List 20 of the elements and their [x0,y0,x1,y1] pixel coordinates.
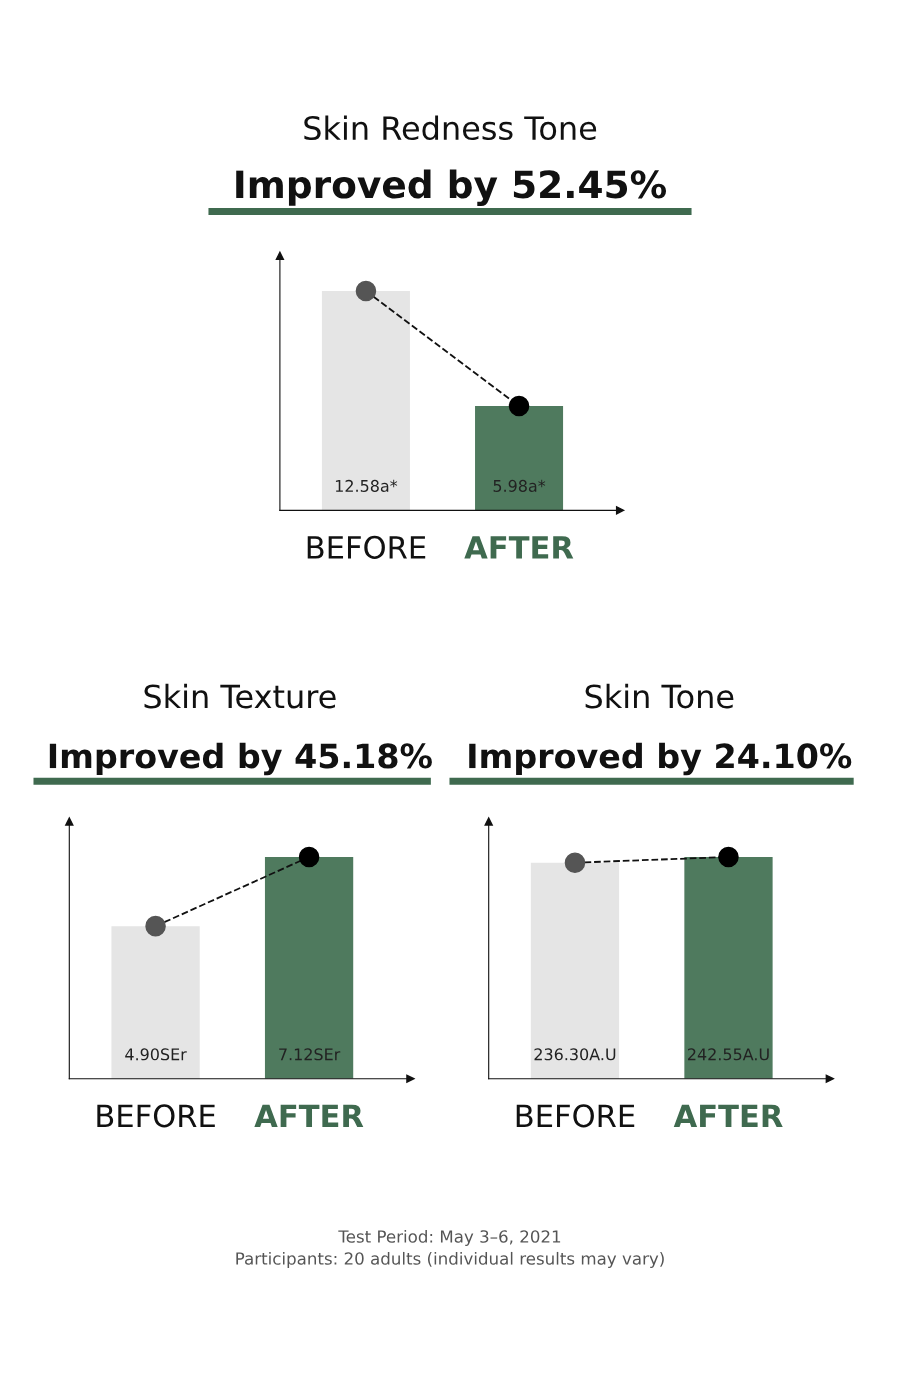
data-label: 242.55A.U [688,1048,769,1061]
chart-title: Skin Texture [144,683,336,709]
data-label: 12.58a* [335,479,398,492]
x-tick-label: BEFORE [97,1104,215,1128]
data-label: 236.30A.U [534,1048,616,1061]
chart-subtitle: Improved by 45.18% [49,742,432,776]
chart-title: Skin Tone [585,683,734,709]
text: Test Period: May 3–6, 2021 [338,1229,561,1247]
x-tick-label: BEFORE [516,1104,635,1128]
chart-title: Skin Redness Tone [304,115,597,141]
x-tick-label: BEFORE [307,535,426,559]
x-tick-label: AFTER [254,1104,364,1127]
chart-subtitle: Improved by 24.10% [469,742,852,776]
chart-subtitle: Improved by 52.45% [236,169,667,207]
data-label: 5.98a* [493,479,546,492]
data-label: 4.90SEr [125,1048,187,1061]
text: Participants: 20 adults (individual results may vary) [236,1251,664,1269]
x-tick-label: AFTER [464,536,574,559]
data-label: 7.12SEr [279,1048,341,1061]
x-tick-label: AFTER [673,1104,783,1127]
